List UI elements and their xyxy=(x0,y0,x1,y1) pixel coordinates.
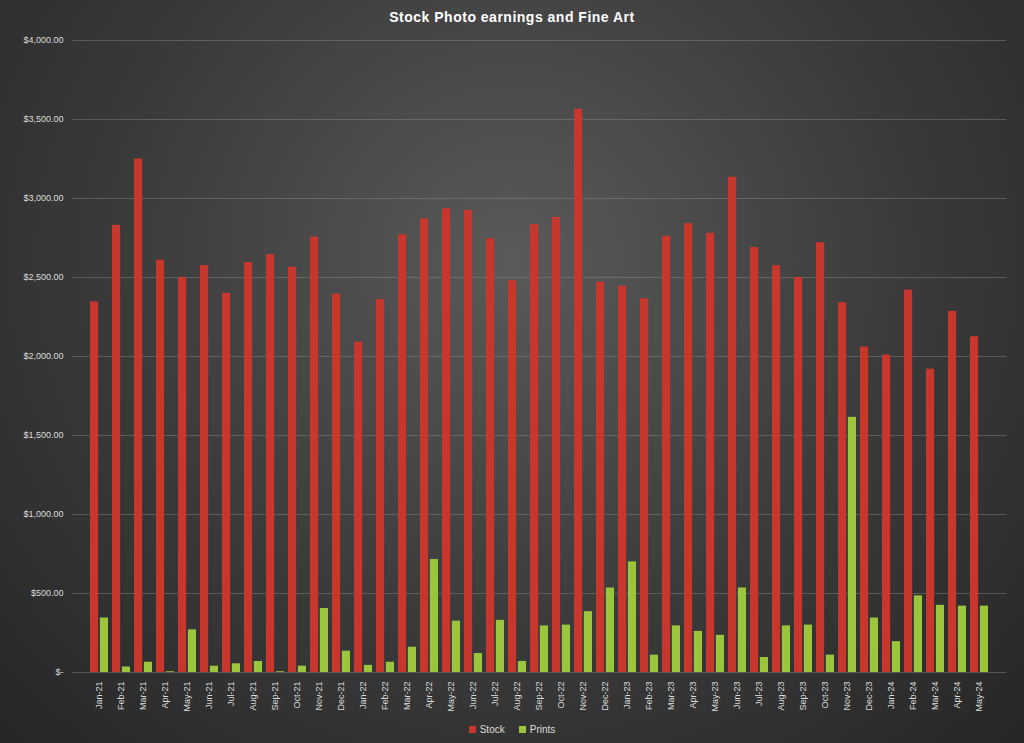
svg-text:$3,000.00: $3,000.00 xyxy=(23,193,63,203)
svg-text:$1,000.00: $1,000.00 xyxy=(23,509,63,519)
svg-text:May-22: May-22 xyxy=(446,682,456,712)
svg-text:Sep-23: Sep-23 xyxy=(798,682,808,711)
svg-text:May-23: May-23 xyxy=(710,682,720,712)
svg-text:Jun-21: Jun-21 xyxy=(204,682,214,710)
svg-text:Jun-22: Jun-22 xyxy=(468,682,478,710)
svg-text:Feb-24: Feb-24 xyxy=(908,682,918,711)
svg-text:Oct-21: Oct-21 xyxy=(292,682,302,709)
svg-text:Nov-21: Nov-21 xyxy=(314,682,324,711)
svg-text:Jul-21: Jul-21 xyxy=(226,682,236,707)
svg-text:Aug-22: Aug-22 xyxy=(512,682,522,711)
svg-text:Dec-22: Dec-22 xyxy=(600,682,610,711)
svg-text:Nov-22: Nov-22 xyxy=(578,682,588,711)
svg-text:Jan-24: Jan-24 xyxy=(886,682,896,710)
svg-text:Apr-23: Apr-23 xyxy=(688,682,698,709)
svg-text:$500.00: $500.00 xyxy=(31,588,64,598)
svg-text:Jun-23: Jun-23 xyxy=(732,682,742,710)
svg-text:Mar-22: Mar-22 xyxy=(402,682,412,711)
svg-text:Jul-22: Jul-22 xyxy=(490,682,500,707)
svg-text:May-24: May-24 xyxy=(974,682,984,712)
svg-text:$2,500.00: $2,500.00 xyxy=(23,272,63,282)
svg-text:Dec-21: Dec-21 xyxy=(336,682,346,711)
svg-text:$3,500.00: $3,500.00 xyxy=(23,114,63,124)
svg-text:Mar-24: Mar-24 xyxy=(930,682,940,711)
svg-text:Jul-23: Jul-23 xyxy=(754,682,764,707)
svg-text:May-21: May-21 xyxy=(182,682,192,712)
html-text:Prints: Prints xyxy=(529,723,556,735)
svg-text:Sep-22: Sep-22 xyxy=(534,682,544,711)
svg-text:Feb-22: Feb-22 xyxy=(380,682,390,711)
svg-text:Aug-23: Aug-23 xyxy=(776,682,786,711)
svg-text:Apr-21: Apr-21 xyxy=(160,682,170,709)
html-text:Stock Photo earnings and Fine: Stock Photo earnings and Fine Art xyxy=(389,9,635,25)
svg-text:Mar-23: Mar-23 xyxy=(666,682,676,711)
svg-text:Jan-21: Jan-21 xyxy=(94,682,104,710)
svg-text:Apr-24: Apr-24 xyxy=(952,682,962,709)
svg-text:Apr-22: Apr-22 xyxy=(424,682,434,709)
svg-text:Nov-23: Nov-23 xyxy=(842,682,852,711)
svg-text:$1,500.00: $1,500.00 xyxy=(23,430,63,440)
svg-text:Mar-21: Mar-21 xyxy=(138,682,148,711)
svg-text:Sep-21: Sep-21 xyxy=(270,682,280,711)
svg-text:Jan-23: Jan-23 xyxy=(622,682,632,710)
svg-text:$4,000.00: $4,000.00 xyxy=(23,35,63,45)
svg-text:Oct-22: Oct-22 xyxy=(556,682,566,709)
svg-text:$2,000.00: $2,000.00 xyxy=(23,351,63,361)
svg-text:Feb-23: Feb-23 xyxy=(644,682,654,711)
svg-text:Oct-23: Oct-23 xyxy=(820,682,830,709)
svg-text:Feb-21: Feb-21 xyxy=(116,682,126,711)
svg-text:Jan-22: Jan-22 xyxy=(358,682,368,710)
svg-text:Dec-23: Dec-23 xyxy=(864,682,874,711)
svg-text:$-: $- xyxy=(55,667,63,677)
html-text:Stock: Stock xyxy=(479,723,505,735)
svg-text:Aug-21: Aug-21 xyxy=(248,682,258,711)
